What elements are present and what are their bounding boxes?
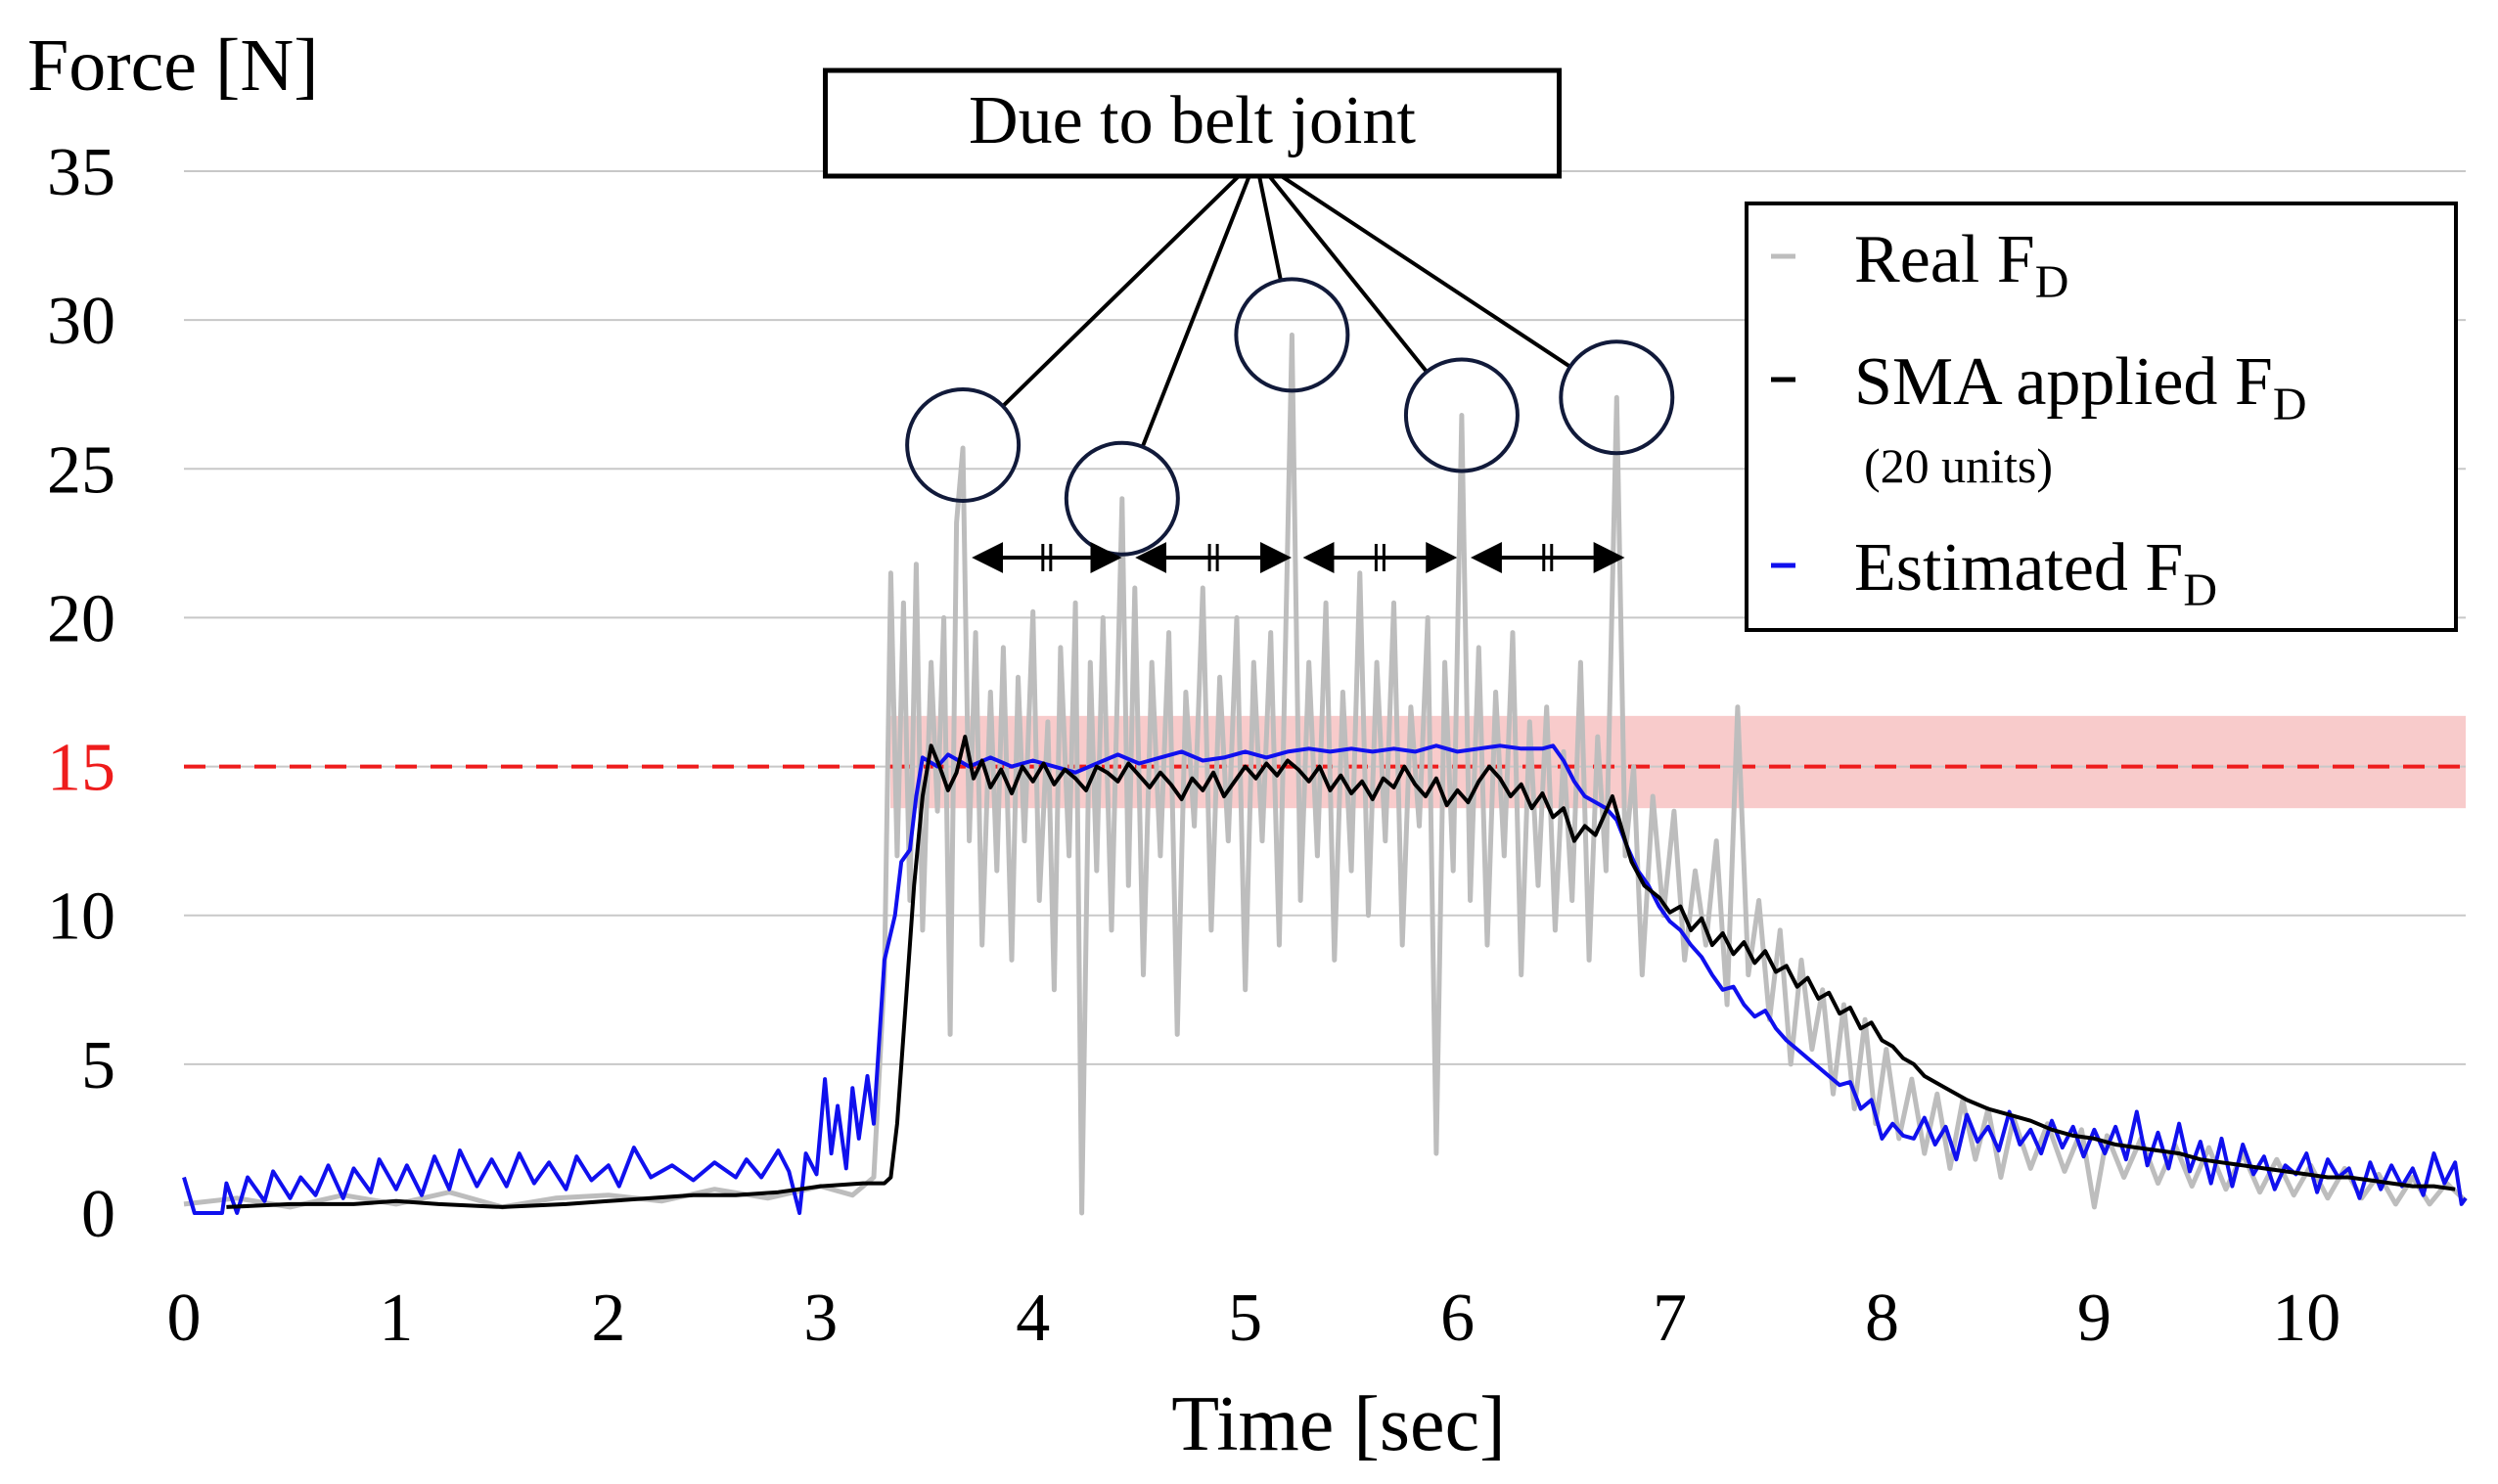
interval-equal-mark-4 [1542,544,1554,571]
legend-note-sma: (20 units) [1864,438,2053,493]
peak-circle-2 [1064,440,1180,557]
x-tick-label-9: 9 [2077,1281,2112,1356]
series-layer [182,332,2468,1216]
x-tick-label-0: 0 [167,1281,202,1356]
y-tick-label-15: 15 [47,731,115,806]
y-tick-label-10: 10 [47,879,115,955]
annotation-layer: Due to belt joint [822,67,1675,573]
legend-label-estimated: Estimated FD [1854,530,2217,616]
y-axis-label: Force [N] [27,24,319,107]
series-line-sma-applied-f-d [226,735,2456,1209]
x-tick-label-2: 2 [591,1281,625,1356]
x-tick-label-1: 1 [379,1281,413,1356]
leader-line-3 [1253,158,1283,281]
x-tick-label-4: 4 [1016,1281,1050,1356]
x-tick-labels: 0 1 2 3 4 5 6 7 8 9 10 [167,1281,2341,1356]
series-line-estimated-f-d [182,743,2468,1215]
legend-label-sma: SMA applied FD [1854,344,2307,430]
x-tick-label-6: 6 [1440,1281,1475,1356]
legend-box [1745,202,2458,632]
x-axis-label: Time [sec] [1171,1381,1505,1467]
y-tick-label-35: 35 [47,135,115,210]
interval-equal-mark-3 [1374,544,1385,571]
x-tick-label-3: 3 [803,1281,838,1356]
legend: Real FD SMA applied FD (20 units) Estima… [1745,202,2458,632]
x-tick-label-8: 8 [1865,1281,1899,1356]
peak-circle-4 [1403,357,1520,473]
peak-circle-5 [1559,339,1675,456]
annotation-text: Due to belt joint [969,83,1416,158]
leader-line-5 [1254,157,1571,369]
y-tick-label-25: 25 [47,432,115,508]
x-tick-label-10: 10 [2272,1281,2340,1356]
peak-circle-1 [905,386,1022,503]
interval-equal-mark-1 [1041,544,1053,571]
y-tick-label-20: 20 [47,581,115,656]
leader-line-4 [1253,157,1429,374]
y-tick-labels: 0 5 10 15 20 25 30 35 [47,135,115,1252]
y-tick-label-5: 5 [81,1028,115,1103]
peak-circle-3 [1234,277,1350,393]
x-tick-label-7: 7 [1653,1281,1687,1356]
interval-equal-mark-2 [1207,544,1219,571]
y-tick-label-30: 30 [47,284,115,359]
y-tick-label-0: 0 [81,1177,115,1252]
annotation-box [822,67,1562,179]
leader-line-2 [1140,158,1258,448]
legend-label-real: Real FD [1854,222,2068,308]
leader-line-1 [1001,157,1257,408]
x-tick-label-5: 5 [1228,1281,1262,1356]
